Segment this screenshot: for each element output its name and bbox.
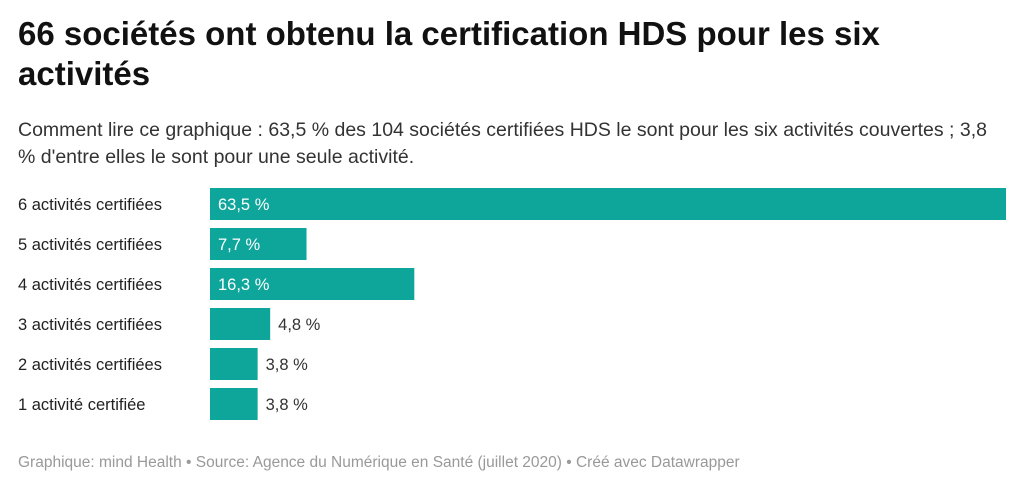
bar-1-activite-certifiee <box>210 388 258 420</box>
chart-title: 66 sociétés ont obtenu la certification … <box>18 15 880 92</box>
bar-5-activites-certifiees <box>210 228 307 260</box>
bar-3-activites-certifiees <box>210 308 271 340</box>
value-label-5-activites-certifiees: 7,7 % <box>218 236 261 254</box>
category-label-1-activite-certifiee: 1 activité certifiée <box>18 396 145 414</box>
category-label-2-activites-certifiees: 2 activités certifiées <box>18 356 162 374</box>
category-label-6-activites-certifiees: 6 activités certifiées <box>18 196 162 214</box>
category-label-4-activites-certifiees: 4 activités certifiées <box>18 276 162 294</box>
category-label-3-activites-certifiees: 3 activités certifiées <box>18 316 162 334</box>
bar-chart: 6 activités certifiées 63,5 % 5 activités … <box>18 188 1006 420</box>
value-label-2-activites-certifiees: 3,8 % <box>266 356 309 374</box>
chart-subtitle: Comment lire ce graphique : 63,5 % des 1… <box>18 119 987 168</box>
category-label-5-activites-certifiees: 5 activités certifiées <box>18 236 162 254</box>
chart-footer: Graphique: mind Health • Source: Agence … <box>18 454 740 471</box>
bar-2-activites-certifiees <box>210 348 258 380</box>
value-label-1-activite-certifiee: 3,8 % <box>266 396 309 414</box>
value-label-4-activites-certifiees: 16,3 % <box>218 276 270 294</box>
bar-6-activites-certifiees <box>210 188 1006 220</box>
bar-4-activites-certifiees <box>210 268 415 300</box>
value-label-3-activites-certifiees: 4,8 % <box>278 316 321 334</box>
value-label-6-activites-certifiees: 63,5 % <box>218 196 270 214</box>
